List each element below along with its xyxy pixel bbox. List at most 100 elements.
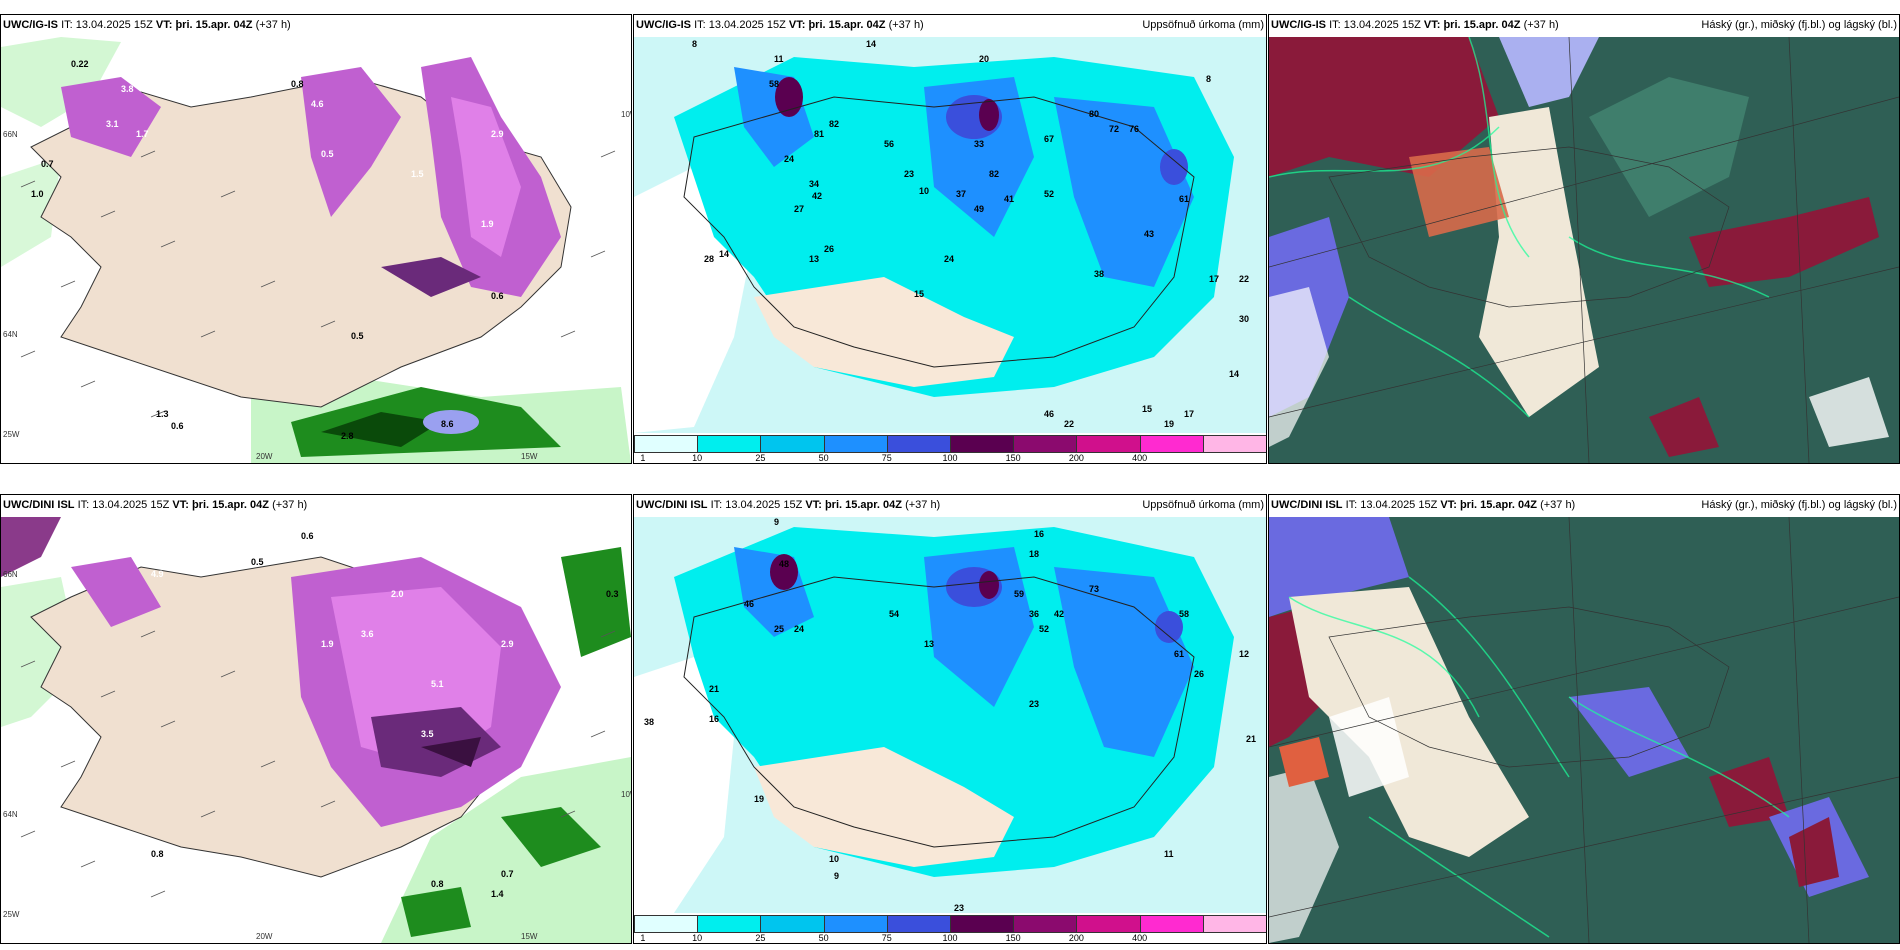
svg-text:20W: 20W	[256, 932, 273, 941]
svg-text:38: 38	[644, 717, 654, 727]
snow-map: 66N 64N 25W 20W 15W 10W 4.9 2.0 3.6 1.9 …	[1, 517, 631, 943]
svg-text:23: 23	[954, 903, 964, 913]
svg-text:25W: 25W	[3, 430, 20, 439]
svg-text:0.22: 0.22	[71, 59, 89, 69]
svg-text:20: 20	[979, 54, 989, 64]
colorbar-swatch	[760, 436, 824, 452]
svg-text:4.9: 4.9	[151, 569, 164, 579]
svg-text:80: 80	[1089, 109, 1099, 119]
svg-text:10W: 10W	[621, 790, 631, 799]
svg-text:5.1: 5.1	[431, 679, 444, 689]
panel-header: UWC/DINI ISL IT: 13.04.2025 15Z VT: þri.…	[1269, 495, 1899, 517]
svg-text:13: 13	[924, 639, 934, 649]
colorbar-swatch	[1076, 916, 1140, 932]
svg-text:52: 52	[1039, 624, 1049, 634]
colorbar-swatch	[1013, 916, 1077, 932]
valid-time: þri. 15.apr. 04Z	[175, 19, 253, 31]
colorbar-labels: 1 10 25 50 75 100 150 200 400	[634, 933, 1266, 943]
valid-time: þri. 15.apr. 04Z	[808, 19, 886, 31]
svg-text:0.5: 0.5	[321, 149, 334, 159]
svg-text:33: 33	[974, 139, 984, 149]
svg-text:61: 61	[1174, 649, 1184, 659]
svg-text:13: 13	[809, 254, 819, 264]
colorbar-swatches	[634, 915, 1266, 933]
colorbar-swatch	[697, 436, 761, 452]
svg-text:19: 19	[1164, 419, 1174, 429]
colorbar-swatch	[1139, 916, 1203, 932]
svg-text:0.8: 0.8	[291, 79, 304, 89]
svg-text:82: 82	[829, 119, 839, 129]
precip-map: 9 48 46 25 24 54 18 13 16 36 59 52 73 42…	[634, 517, 1266, 913]
colorbar-label: 1	[640, 453, 646, 463]
svg-text:24: 24	[784, 154, 794, 164]
lead-time: (+37 h)	[1523, 19, 1559, 31]
svg-text:43: 43	[1144, 229, 1154, 239]
svg-text:0.6: 0.6	[301, 531, 314, 541]
svg-text:2.9: 2.9	[501, 639, 514, 649]
svg-text:3.1: 3.1	[106, 119, 119, 129]
model-name: UWC/IG-IS	[636, 19, 691, 31]
lead-time: (+37 h)	[888, 19, 924, 31]
issue-time: 13.04.2025 15Z	[1360, 499, 1438, 511]
panel-igis-precip: UWC/IG-IS IT: 13.04.2025 15Z VT: þri. 15…	[633, 14, 1267, 464]
svg-text:10: 10	[919, 186, 929, 196]
svg-text:0.5: 0.5	[351, 331, 364, 341]
svg-text:19: 19	[754, 794, 764, 804]
svg-text:58: 58	[769, 79, 779, 89]
snow-map: 66N 64N 25W 20W 15W 10W 0.22 3.8 3.1 1.7…	[1, 37, 631, 463]
valid-time: þri. 15.apr. 04Z	[191, 499, 269, 511]
svg-text:8.6: 8.6	[441, 419, 454, 429]
colorbar-label: 200	[1068, 453, 1084, 463]
colorbar-swatch	[950, 916, 1014, 932]
panel-dini-snow: UWC/DINI ISL IT: 13.04.2025 15Z VT: þri.…	[0, 494, 632, 944]
svg-text:14: 14	[1229, 369, 1239, 379]
svg-text:64N: 64N	[3, 810, 18, 819]
valid-time: þri. 15.apr. 04Z	[1459, 499, 1537, 511]
colorbar-label: 200	[1068, 933, 1084, 943]
svg-text:3.5: 3.5	[421, 729, 434, 739]
svg-text:15W: 15W	[521, 932, 538, 941]
colorbar-swatch	[634, 436, 698, 452]
issue-time: 13.04.2025 15Z	[92, 499, 170, 511]
colorbar-label: 1	[640, 933, 646, 943]
svg-text:23: 23	[904, 169, 914, 179]
colorbar-label: 100	[942, 453, 958, 463]
lead-time: (+37 h)	[255, 19, 291, 31]
panel-header: UWC/DINI ISL IT: 13.04.2025 15Z VT: þri.…	[634, 495, 1266, 517]
svg-text:8: 8	[692, 39, 697, 49]
svg-text:2.0: 2.0	[391, 589, 404, 599]
svg-text:0.7: 0.7	[501, 869, 514, 879]
svg-text:11: 11	[774, 54, 784, 64]
svg-text:82: 82	[989, 169, 999, 179]
svg-text:18: 18	[1029, 549, 1039, 559]
svg-text:64N: 64N	[3, 330, 18, 339]
valid-time: þri. 15.apr. 04Z	[824, 499, 902, 511]
lead-time: (+37 h)	[905, 499, 941, 511]
svg-text:61: 61	[1179, 194, 1189, 204]
model-name: UWC/DINI ISL	[3, 499, 75, 511]
svg-text:3.8: 3.8	[121, 84, 134, 94]
svg-text:1.7: 1.7	[136, 129, 149, 139]
colorbar-swatch	[1202, 436, 1266, 452]
svg-text:15: 15	[914, 289, 924, 299]
svg-text:17: 17	[1209, 274, 1219, 284]
colorbar-label: 25	[755, 933, 766, 943]
field-title: Uppsöfnuð úrkoma (mm)	[1142, 19, 1264, 31]
colorbar-swatch	[634, 916, 698, 932]
precip-colorbar: 1 10 25 50 75 100 150 200 400	[634, 913, 1266, 943]
svg-text:49: 49	[974, 204, 984, 214]
colorbar-swatch	[1076, 436, 1140, 452]
svg-text:26: 26	[824, 244, 834, 254]
svg-text:23: 23	[1029, 699, 1039, 709]
svg-text:81: 81	[814, 129, 824, 139]
svg-text:1.0: 1.0	[31, 189, 44, 199]
colorbar-label: 100	[942, 933, 958, 943]
colorbar-label: 400	[1132, 933, 1148, 943]
svg-text:34: 34	[809, 179, 819, 189]
svg-text:46: 46	[744, 599, 754, 609]
svg-text:12: 12	[1239, 649, 1249, 659]
svg-text:11: 11	[1164, 849, 1174, 859]
svg-text:52: 52	[1044, 189, 1054, 199]
svg-text:2.9: 2.9	[491, 129, 504, 139]
svg-text:72: 72	[1109, 124, 1119, 134]
